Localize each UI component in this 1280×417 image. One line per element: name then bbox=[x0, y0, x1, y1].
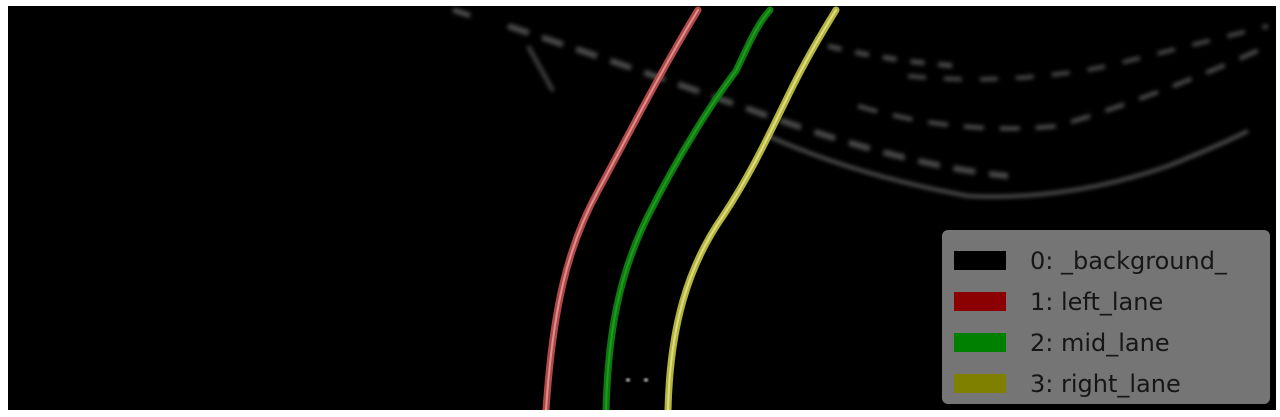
mid-lane-line bbox=[602, 6, 774, 410]
legend-label-background: 0: _background_ bbox=[1030, 246, 1227, 275]
road-markings bbox=[452, 7, 1269, 199]
legend: 0: _background_ 1: left_lane 2: mid_lane… bbox=[942, 230, 1270, 404]
lane-overlay bbox=[452, 6, 1269, 410]
legend-label-right-lane: 3: right_lane bbox=[1030, 369, 1181, 398]
legend-item-mid-lane: 2: mid_lane bbox=[942, 322, 1270, 363]
lane-segmentation-image: 0: _background_ 1: left_lane 2: mid_lane… bbox=[8, 6, 1276, 410]
legend-swatch-right-lane bbox=[954, 374, 1006, 393]
legend-swatch-left-lane bbox=[954, 292, 1006, 311]
legend-label-left-lane: 1: left_lane bbox=[1030, 287, 1164, 316]
legend-label-mid-lane: 2: mid_lane bbox=[1030, 328, 1170, 357]
legend-swatch-mid-lane bbox=[954, 333, 1006, 352]
small-marks bbox=[626, 378, 648, 382]
legend-item-background: 0: _background_ bbox=[942, 240, 1270, 281]
legend-item-left-lane: 1: left_lane bbox=[942, 281, 1270, 322]
legend-item-right-lane: 3: right_lane bbox=[942, 363, 1270, 404]
right-lane-line bbox=[664, 6, 840, 410]
legend-swatch-background bbox=[954, 251, 1006, 270]
